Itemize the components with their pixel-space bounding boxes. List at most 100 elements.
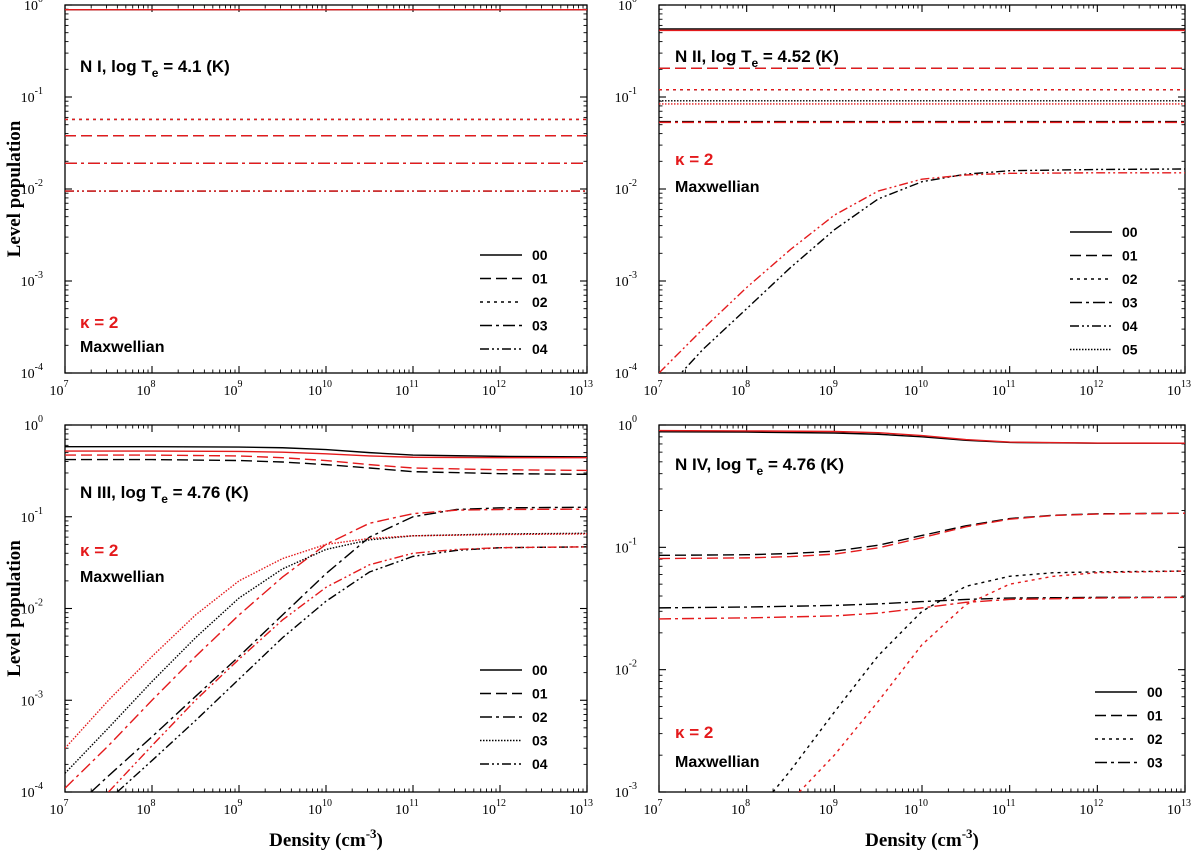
x-tick-label: 109: [819, 798, 838, 818]
x-tick-label: 1011: [395, 798, 419, 818]
legend-label-04: 04: [532, 756, 548, 772]
x-tick-label: 1013: [1167, 379, 1191, 399]
x-tick-label: 1011: [992, 798, 1016, 818]
y-tick-label: 10-1: [21, 86, 43, 106]
x-tick-label: 107: [50, 798, 69, 818]
legend-label-02: 02: [532, 294, 548, 310]
y-tick-label: 10-4: [615, 362, 637, 382]
maxwellian-label: Maxwellian: [675, 754, 759, 771]
x-tick-label: 1010: [904, 379, 928, 399]
series-line-03-maxwellian: [65, 532, 587, 774]
legend-label-04: 04: [532, 341, 548, 357]
x-tick-label: 1011: [395, 379, 419, 399]
x-tick-label: 1011: [992, 379, 1016, 399]
x-tick-label: 1012: [1079, 379, 1103, 399]
legend-label-00: 00: [532, 662, 548, 678]
series-line-03-maxwellian: [659, 596, 1185, 609]
y-tick-label: 10-2: [21, 598, 43, 618]
x-tick-label: 1010: [308, 798, 332, 818]
series-line-04-kappa: [659, 172, 1185, 373]
y-tick-label: 10-3: [615, 270, 637, 290]
kappa-label: κ = 2: [675, 150, 713, 169]
x-tick-label: 1013: [1167, 798, 1191, 818]
y-tick-label: 100: [618, 0, 637, 14]
series-line-02-maxwellian: [90, 506, 587, 792]
series-line-00-maxwellian: [659, 431, 1185, 444]
legend-label-02: 02: [1122, 271, 1138, 287]
x-tick-label: 1013: [569, 798, 593, 818]
y-tick-label: 10-3: [21, 270, 43, 290]
legend-label-00: 00: [532, 247, 548, 263]
series-line-01-maxwellian: [65, 458, 587, 476]
series-line-00-kappa: [65, 450, 587, 459]
x-tick-label: 109: [224, 379, 243, 399]
x-tick-label: 108: [731, 379, 750, 399]
x-axis-title: Density (cm-3): [269, 826, 383, 851]
x-tick-label: 1012: [482, 798, 506, 818]
x-tick-label: 109: [819, 379, 838, 399]
legend-label-01: 01: [1147, 708, 1163, 724]
series-line-02-maxwellian: [772, 570, 1185, 792]
panel-title: N IV, log Te = 4.76 (K): [675, 455, 844, 478]
panel-title: N II, log Te = 4.52 (K): [675, 47, 839, 70]
legend-label-04: 04: [1122, 318, 1138, 334]
y-tick-label: 10-1: [21, 506, 43, 526]
y-tick-label: 10-3: [21, 689, 43, 709]
y-tick-label: 10-2: [615, 659, 637, 679]
kappa-label: κ = 2: [675, 723, 713, 742]
series-line-03-kappa: [659, 596, 1185, 620]
legend-label-03: 03: [532, 733, 548, 749]
legend-label-05: 05: [1122, 342, 1138, 358]
x-tick-label: 108: [731, 798, 750, 818]
x-tick-label: 109: [224, 798, 243, 818]
panel-title: N III, log Te = 4.76 (K): [80, 483, 249, 506]
y-axis-title: Level population: [4, 120, 25, 257]
legend-label-01: 01: [532, 271, 548, 287]
y-tick-label: 10-2: [615, 178, 637, 198]
x-tick-label: 107: [644, 798, 663, 818]
maxwellian-label: Maxwellian: [675, 179, 759, 196]
x-tick-label: 107: [644, 379, 663, 399]
x-tick-label: 107: [50, 379, 69, 399]
series-line-04-maxwellian: [116, 546, 587, 792]
y-tick-label: 100: [618, 414, 637, 434]
series-line-02-kappa: [798, 570, 1185, 792]
y-tick-label: 10-1: [615, 86, 637, 106]
series-line-01-maxwellian: [659, 512, 1185, 557]
series-line-04-maxwellian: [680, 168, 1185, 373]
series-line-01-kappa: [65, 454, 587, 472]
y-tick-label: 10-3: [615, 781, 637, 801]
legend-label-01: 01: [1122, 248, 1138, 264]
x-tick-label: 1012: [482, 379, 506, 399]
x-tick-label: 108: [137, 798, 156, 818]
legend-label-03: 03: [1122, 295, 1138, 311]
series-line-00-maxwellian: [65, 446, 587, 458]
series-line-03-kappa: [65, 533, 587, 749]
legend-label-01: 01: [532, 686, 548, 702]
x-tick-label: 108: [137, 379, 156, 399]
y-tick-label: 100: [24, 414, 43, 434]
y-tick-label: 10-1: [615, 536, 637, 556]
y-tick-label: 10-4: [21, 781, 43, 801]
series-line-01-kappa: [659, 512, 1185, 560]
series-line-00-kappa: [659, 429, 1185, 444]
y-axis-title: Level population: [4, 540, 25, 677]
x-tick-label: 1012: [1079, 798, 1103, 818]
series-line-02-kappa: [65, 508, 587, 789]
legend-label-00: 00: [1122, 224, 1138, 240]
y-tick-label: 10-4: [21, 362, 43, 382]
x-axis-title: Density (cm-3): [865, 826, 979, 851]
x-tick-label: 1010: [308, 379, 332, 399]
x-tick-label: 1010: [904, 798, 928, 818]
series-line-04-kappa: [107, 546, 587, 792]
x-tick-label: 1013: [569, 379, 593, 399]
y-tick-label: 10-2: [21, 178, 43, 198]
kappa-label: κ = 2: [80, 541, 118, 560]
legend-label-03: 03: [532, 318, 548, 334]
y-tick-label: 100: [24, 0, 43, 14]
maxwellian-label: Maxwellian: [80, 569, 164, 586]
legend-label-03: 03: [1147, 755, 1163, 771]
legend-label-02: 02: [1147, 731, 1163, 747]
panel-title: N I, log Te = 4.1 (K): [80, 57, 230, 80]
